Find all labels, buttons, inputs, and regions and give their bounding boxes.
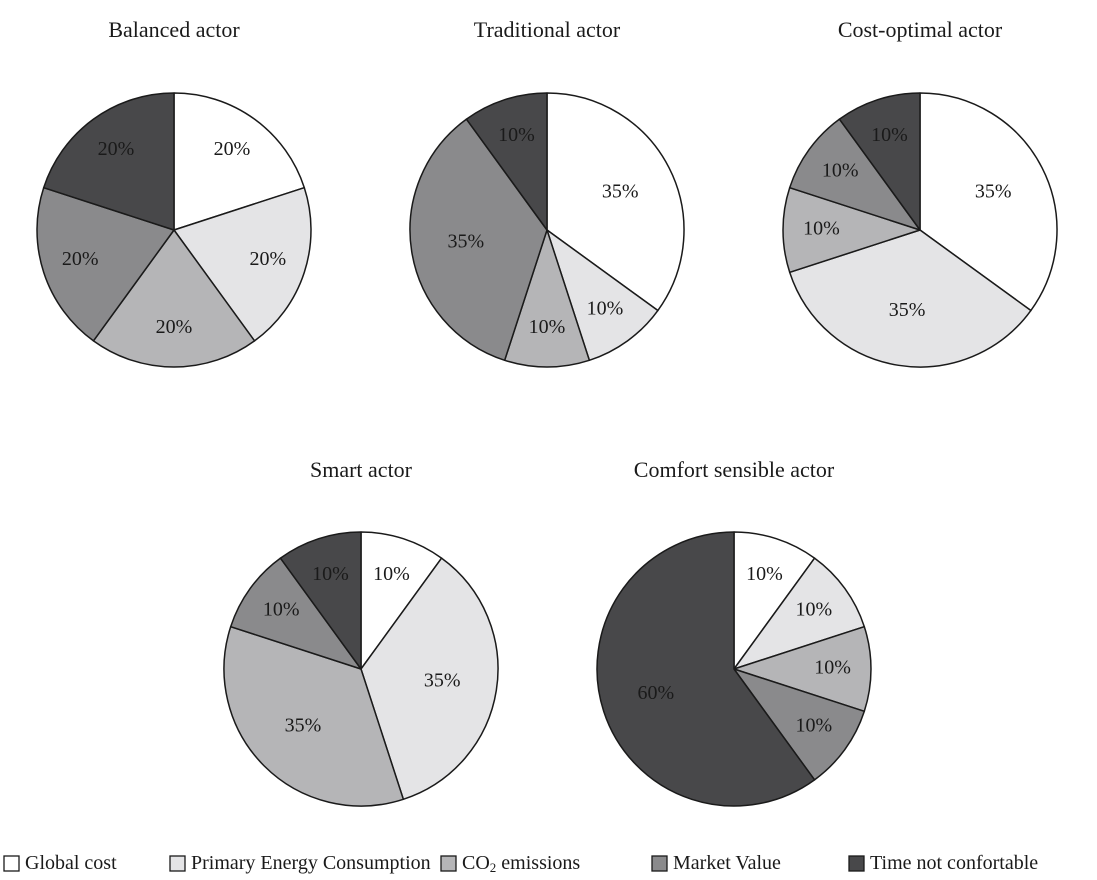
pie-slice — [733, 557, 866, 670]
pie-slice — [229, 557, 362, 670]
slice-label: 35% — [602, 180, 639, 202]
legend-item: Market Value — [651, 852, 781, 874]
slice-label: 10% — [373, 563, 410, 585]
pie-slice — [733, 625, 872, 713]
pie-slice — [279, 531, 362, 670]
pie-slice — [733, 668, 866, 781]
pie-title: Cost-optimal actor — [838, 17, 1003, 42]
slice-label: 35% — [447, 230, 484, 252]
slice-label: 35% — [975, 180, 1012, 202]
pie-chart-5: Comfort sensible actor 10% 10% 10% 10% 60% — [596, 457, 872, 807]
legend-label: CO2 emissions — [462, 852, 580, 875]
slice-label: 10% — [803, 218, 840, 240]
pie-title: Smart actor — [310, 457, 413, 482]
slice-label: 10% — [795, 599, 832, 621]
slice-label: 10% — [529, 316, 566, 338]
slice-label: 20% — [156, 316, 193, 338]
legend-label: Global cost — [25, 852, 117, 874]
pie-slice — [838, 92, 921, 231]
slice-label: 20% — [214, 138, 251, 160]
legend-item: Global cost — [3, 852, 117, 874]
slice-label: 10% — [814, 657, 851, 679]
slice-label: 35% — [889, 299, 926, 321]
slice-label: 35% — [285, 715, 322, 737]
legend-item: Primary Energy Consumption — [169, 852, 431, 874]
pie-slice — [223, 625, 405, 807]
pie-slice — [42, 92, 175, 231]
pie-slice — [36, 186, 175, 342]
pie-slice — [733, 531, 816, 670]
pie-slice — [360, 557, 499, 801]
slice-label: 35% — [424, 669, 461, 691]
slice-label: 10% — [795, 715, 832, 737]
pie-slice — [92, 229, 256, 368]
pie-slice — [788, 229, 1032, 368]
pie-chart-1: Balanced actor 20% 20% 20% 20% 20% — [36, 17, 312, 368]
slice-label: 10% — [263, 599, 300, 621]
pie-slice — [546, 229, 659, 362]
pie-slice — [503, 229, 591, 368]
pie-chart-2: Traditional actor 35% 10% 10% 35% 10% — [409, 17, 685, 368]
pie-slice — [546, 92, 685, 312]
slice-label: 10% — [312, 563, 349, 585]
slice-label: 10% — [746, 563, 783, 585]
legend-item: CO2 emissions — [440, 852, 580, 875]
slice-label: 10% — [822, 160, 859, 182]
pie-title: Traditional actor — [474, 17, 621, 42]
legend-item: Time not confortable — [848, 852, 1038, 874]
legend-swatch — [169, 855, 186, 872]
legend: Global cost Primary Energy Consumption CO2… — [3, 852, 1038, 875]
slice-label: 10% — [587, 297, 624, 319]
slice-label: 20% — [98, 138, 135, 160]
pie-slice — [919, 92, 1058, 312]
pie-slice — [782, 186, 921, 274]
pie-slice — [173, 92, 306, 231]
pie-slice — [788, 118, 921, 231]
legend-label: Time not confortable — [870, 852, 1038, 874]
legend-swatch — [440, 855, 457, 872]
pie-slice — [360, 531, 443, 670]
slice-label: 20% — [62, 248, 99, 270]
pie-title: Comfort sensible actor — [634, 457, 835, 482]
pie-slice — [173, 186, 312, 342]
legend-label: Market Value — [673, 852, 781, 874]
legend-label: Primary Energy Consumption — [191, 852, 431, 874]
legend-swatch — [848, 855, 865, 872]
pie-slice — [596, 531, 816, 807]
legend-swatch — [3, 855, 20, 872]
legend-swatch — [651, 855, 668, 872]
slice-label: 20% — [249, 248, 286, 270]
pie-slice — [409, 118, 548, 362]
slice-label: 60% — [637, 682, 674, 704]
pie-title: Balanced actor — [108, 17, 240, 42]
slice-label: 10% — [498, 124, 535, 146]
pie-chart-3: Cost-optimal actor 35% 35% 10% 10% 10% — [782, 17, 1058, 368]
pie-chart-4: Smart actor 10% 35% 35% 10% 10% — [223, 457, 499, 807]
slice-label: 10% — [871, 124, 908, 146]
pie-slice — [465, 92, 548, 231]
